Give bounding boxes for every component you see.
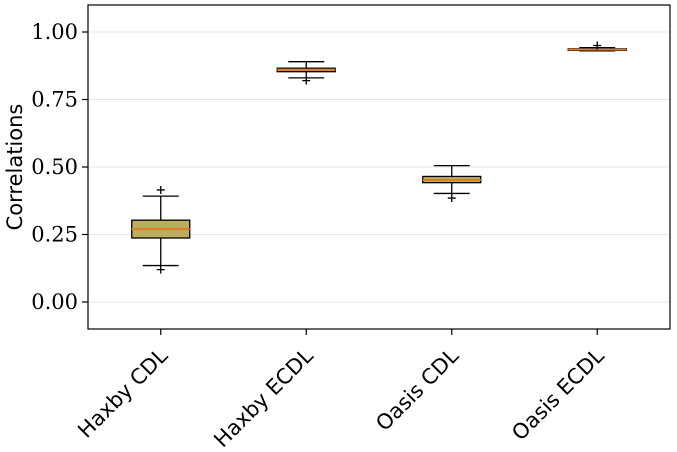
outlier-point: [302, 76, 311, 85]
y-tick-label: 0.50: [31, 155, 78, 179]
y-tick-label: 1.00: [31, 20, 78, 44]
outlier-point: [447, 194, 456, 203]
x-tick-label: Oasis ECDL: [507, 343, 609, 445]
plot-frame: [87, 4, 671, 330]
x-tick-label: Haxby CDL: [73, 343, 172, 442]
outlier-point: [156, 265, 165, 274]
box-oasis-ecdl: [567, 41, 627, 52]
x-tick-label: Oasis CDL: [371, 343, 463, 435]
y-axis-label: Correlations: [3, 104, 27, 231]
outlier-point: [593, 41, 602, 50]
box-haxby-cdl: [131, 185, 191, 274]
box-haxby-ecdl: [276, 61, 336, 85]
y-tick-label: 0.25: [31, 223, 78, 247]
y-axis: 0.00 0.25 0.50 0.75 1.00: [31, 20, 88, 314]
y-tick-label: 0.00: [31, 290, 78, 314]
y-tick-label: 0.75: [31, 88, 78, 112]
x-tick-label: Haxby ECDL: [209, 343, 318, 452]
outlier-point: [156, 185, 165, 194]
x-axis: Haxby CDL Haxby ECDL Oasis CDL Oasis ECDL: [73, 329, 609, 452]
box-series: [131, 41, 627, 274]
box-oasis-cdl: [422, 164, 482, 203]
